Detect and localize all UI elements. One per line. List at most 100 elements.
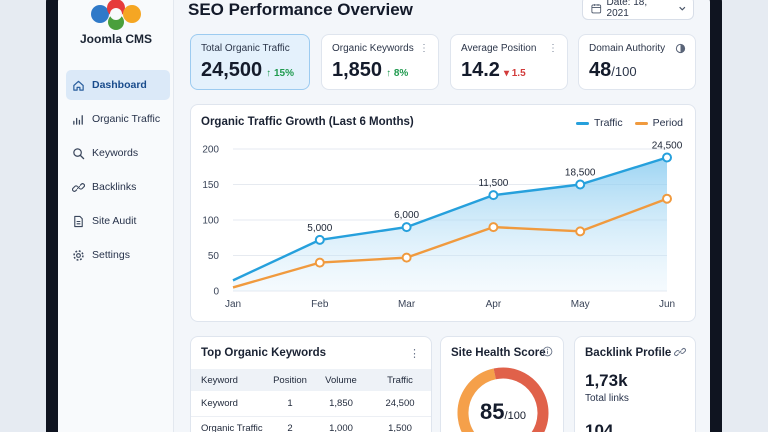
more-vertical-icon[interactable]: ⋮	[409, 348, 420, 360]
column-header[interactable]: Volume	[313, 369, 369, 391]
data-point	[662, 193, 672, 204]
table-header-row: Keyword Position Volume Traffic	[191, 369, 431, 391]
keywords-table: Keyword Position Volume Traffic Keyword …	[191, 369, 431, 432]
y-tick-label: 0	[213, 287, 219, 298]
kpi-number: 1,850	[332, 59, 383, 81]
sidebar-item-organic-traffic[interactable]: Organic Traffic	[66, 104, 170, 134]
legend-item-traffic: Traffic	[576, 117, 623, 129]
search-icon	[73, 147, 85, 159]
health-score: 85/100	[441, 399, 563, 425]
series-area-traffic	[233, 157, 667, 291]
more-vertical-icon[interactable]: ⋮	[548, 43, 558, 54]
legend-item-period: Period	[634, 117, 683, 129]
kpi-number: 14.2	[461, 59, 500, 81]
contrast-icon	[675, 43, 686, 54]
card-title: Top Organic Keywords	[201, 347, 327, 359]
backlinks-secondary-value: 104	[585, 421, 614, 432]
kpi-domain-authority[interactable]: Domain Authority 48/100	[578, 34, 696, 90]
data-point	[314, 234, 325, 245]
page-title: SEO Performance Overview	[188, 0, 413, 19]
total-backlinks-label: Total links	[585, 393, 629, 404]
y-tick-label: 200	[202, 145, 219, 156]
info-icon[interactable]	[542, 346, 553, 357]
kpi-label: Total Organic Traffic	[201, 43, 290, 54]
table-cell: 2	[267, 416, 313, 432]
kpi-number: 48	[589, 59, 612, 81]
column-header[interactable]: Traffic	[369, 369, 431, 391]
kpi-value: 14.2 ▾ 1.5	[461, 59, 557, 82]
sidebar-item-settings[interactable]: Settings	[66, 240, 170, 270]
x-tick-label: Jan	[225, 299, 241, 310]
kpi-total-organic-traffic[interactable]: Total Organic Traffic 24,500 ↑ 15%	[190, 34, 310, 90]
table-cell: 1,850	[313, 391, 369, 417]
series-line-period	[232, 197, 668, 289]
sidebar-item-dashboard[interactable]: Dashboard	[66, 70, 170, 100]
gauge-arc-red	[493, 367, 549, 432]
date-label: Date: 18, 2021	[606, 0, 648, 19]
x-tick-label: Apr	[486, 299, 502, 310]
health-gauge	[457, 367, 549, 432]
legend-label: Traffic	[594, 117, 623, 129]
data-point	[314, 257, 325, 268]
legend-swatch	[576, 121, 590, 125]
card-title: Site Health Score	[451, 347, 546, 359]
link-icon[interactable]	[674, 346, 686, 358]
document-icon	[74, 215, 83, 227]
gear-icon	[73, 249, 84, 261]
legend-label: Period	[652, 117, 683, 129]
traffic-line-chart: 0 50 100 150 200 Jan Feb Mar Apr May Jun 5,000 6,000…	[202, 141, 682, 310]
table-cell: Organic Traffic	[191, 416, 267, 432]
table-cell: 1,500	[369, 416, 431, 432]
total-backlinks-value: 1,73k	[585, 371, 628, 390]
x-tick-label: Mar	[398, 299, 416, 310]
table-row[interactable]: Organic Traffic 2 1,000 1,500	[191, 416, 431, 432]
sidebar-item-label: Backlinks	[92, 181, 137, 193]
more-vertical-icon[interactable]: ⋮	[419, 43, 429, 54]
sidebar: Joomla CMS Dashboard Organic Traffic Key…	[58, 0, 174, 432]
kpi-label: Average Position	[461, 43, 537, 54]
sidebar-item-backlinks[interactable]: Backlinks	[66, 172, 170, 202]
table-row[interactable]: Keyword 1 1,850 24,500	[191, 391, 431, 417]
sidebar-nav: Dashboard Organic Traffic Keywords Backl…	[66, 70, 170, 274]
chart-title: Organic Traffic Growth (Last 6 Months)	[201, 116, 414, 128]
sidebar-item-label: Settings	[92, 249, 130, 261]
y-tick-label: 100	[202, 216, 219, 227]
table-cell: 24,500	[369, 391, 431, 417]
kpi-value: 48/100	[589, 59, 685, 82]
site-health-card: Site Health Score 85/100	[440, 336, 564, 432]
kpi-delta: ↑ 8%	[386, 68, 409, 79]
data-label: 5,000	[307, 223, 332, 234]
app-screen: Joomla CMS Dashboard Organic Traffic Key…	[58, 0, 710, 432]
column-header[interactable]: Position	[267, 369, 313, 391]
x-tick-label: Feb	[311, 299, 329, 310]
data-point	[488, 222, 499, 233]
y-tick-label: 50	[208, 251, 220, 262]
kpi-value: 1,850 ↑ 8%	[332, 59, 428, 82]
data-label: 11,500	[478, 178, 508, 189]
sidebar-item-site-audit[interactable]: Site Audit	[66, 206, 170, 236]
calendar-icon	[591, 3, 602, 13]
kpi-number: 24,500	[201, 59, 263, 81]
date-picker[interactable]: Date: 18, 2021	[582, 0, 694, 20]
backlink-profile-card: Backlink Profile 1,73k Total links 104	[574, 336, 696, 432]
sidebar-item-keywords[interactable]: Keywords	[66, 138, 170, 168]
kpi-organic-keywords[interactable]: Organic Keywords ⋮ 1,850 ↑ 8%	[321, 34, 439, 90]
column-header[interactable]: Keyword	[191, 369, 267, 391]
home-icon	[73, 80, 84, 91]
data-point	[488, 190, 499, 201]
kpi-delta: ▾ 1.5	[503, 68, 526, 79]
sidebar-item-label: Keywords	[92, 147, 139, 159]
data-point	[575, 226, 586, 237]
data-point	[401, 222, 412, 233]
sidebar-item-label: Dashboard	[92, 79, 147, 91]
bar-chart-icon	[73, 114, 83, 125]
kpi-delta: ↑ 15%	[266, 68, 294, 79]
traffic-chart-card: 0 50 100 150 200 Jan Feb Mar Apr May Jun 5,000 6,000…	[190, 104, 696, 322]
sidebar-item-label: Organic Traffic	[92, 113, 161, 125]
table-cell: Keyword	[191, 391, 267, 417]
data-label: 6,000	[394, 210, 419, 221]
table-cell: 1,000	[313, 416, 369, 432]
kpi-average-position[interactable]: Average Position ⋮ 14.2 ▾ 1.5	[450, 34, 568, 90]
health-score-value: 85	[480, 399, 505, 424]
chart-legend: Traffic Period	[564, 117, 683, 129]
